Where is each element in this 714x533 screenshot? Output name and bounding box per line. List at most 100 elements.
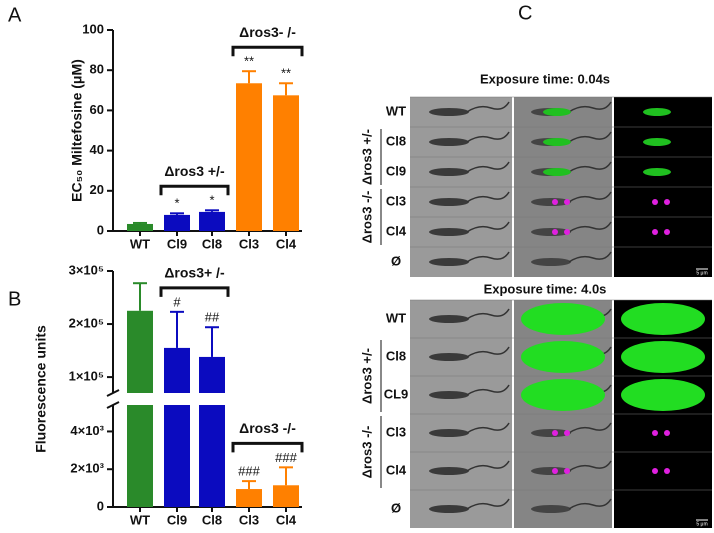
- bracket: [159, 286, 230, 297]
- bracket: [231, 45, 304, 57]
- bar: [199, 405, 225, 507]
- row-label: Ø: [391, 253, 401, 268]
- bar: [164, 347, 190, 393]
- bracket: [159, 184, 230, 196]
- dot: [664, 229, 670, 235]
- bar: [199, 211, 225, 231]
- y-tick-label: 3×10⁵: [69, 262, 104, 277]
- bar: [127, 310, 153, 393]
- x-tick-label: Cl9: [167, 512, 187, 527]
- bar: [273, 485, 299, 507]
- bracket: [231, 441, 304, 453]
- x-tick-label: WT: [130, 512, 150, 527]
- cell: [429, 315, 469, 323]
- glow: [621, 379, 705, 411]
- y-tick-label: 40: [90, 142, 104, 157]
- cell: [429, 198, 469, 206]
- flagellum: [568, 101, 612, 113]
- flagellum: [466, 498, 510, 510]
- bar-label: **: [281, 66, 291, 81]
- dot: [552, 199, 558, 205]
- flagellum: [466, 251, 510, 263]
- bar: [164, 214, 190, 231]
- bar: [127, 223, 153, 231]
- bracket-label: Δros3 -/-: [239, 420, 296, 436]
- cell: [429, 108, 469, 116]
- row-label: Cl4: [386, 223, 407, 238]
- y-tick-label: 20: [90, 182, 104, 197]
- flagellum: [568, 498, 612, 510]
- cell: [429, 353, 469, 361]
- y-axis-label: Fluorescence units: [33, 325, 49, 453]
- dot: [652, 199, 658, 205]
- exposure-title: Exposure time: 4.0s: [484, 281, 607, 296]
- bar: [127, 405, 153, 507]
- cell: [429, 228, 469, 236]
- flagellum: [466, 460, 510, 472]
- bar-label: ###: [238, 464, 260, 479]
- y-tick-label: 4×10³: [70, 423, 104, 438]
- glow: [521, 303, 605, 335]
- cell: [429, 258, 469, 266]
- row-label: CL9: [384, 386, 409, 401]
- glow: [621, 303, 705, 335]
- dot: [552, 468, 558, 474]
- bar: [236, 489, 262, 507]
- bracket-label: Δros3 +/-: [164, 163, 225, 179]
- cell: [531, 228, 571, 236]
- cell: [429, 467, 469, 475]
- row-label: Cl3: [386, 193, 406, 208]
- row-label: WT: [386, 310, 406, 325]
- dot: [664, 468, 670, 474]
- exposure-title: Exposure time: 0.04s: [480, 71, 610, 86]
- dot: [552, 430, 558, 436]
- cell: [429, 505, 469, 513]
- panel-letter: A: [8, 4, 22, 26]
- glow: [643, 108, 671, 116]
- bar-label: #: [173, 294, 181, 309]
- dot: [564, 468, 570, 474]
- group-label: Δros3 -/-: [359, 191, 374, 244]
- flagellum: [568, 191, 612, 203]
- axis-break: [106, 401, 120, 409]
- panel-letter: B: [8, 288, 21, 310]
- flagellum: [568, 251, 612, 263]
- y-axis-label: EC₅₀ Miltefosine (μM): [69, 59, 85, 202]
- scale-bar-label: 5 μm: [696, 521, 707, 527]
- glow: [521, 341, 605, 373]
- flagellum: [466, 131, 510, 143]
- dot: [652, 468, 658, 474]
- cell: [531, 467, 571, 475]
- y-tick-label: 2×10³: [70, 461, 104, 476]
- axis-break: [106, 389, 120, 397]
- flagellum: [466, 101, 510, 113]
- glow: [643, 138, 671, 146]
- x-tick-label: Cl9: [167, 236, 187, 251]
- bar: [199, 356, 225, 393]
- x-tick-label: Cl3: [239, 236, 259, 251]
- row-label: WT: [386, 103, 406, 118]
- flagellum: [466, 422, 510, 434]
- x-tick-label: WT: [130, 236, 150, 251]
- flagellum: [466, 191, 510, 203]
- x-tick-label: Cl8: [202, 512, 222, 527]
- row-label: Cl3: [386, 424, 406, 439]
- flagellum: [568, 221, 612, 233]
- panel-letter: C: [518, 2, 532, 24]
- cell: [429, 138, 469, 146]
- cell: [531, 198, 571, 206]
- y-tick-label: 80: [90, 62, 104, 77]
- cell: [429, 429, 469, 437]
- cell: [429, 168, 469, 176]
- dot: [564, 229, 570, 235]
- glow: [543, 108, 571, 116]
- y-tick-label: 2×10⁵: [69, 315, 104, 330]
- dot: [664, 199, 670, 205]
- flagellum: [466, 346, 510, 358]
- cell: [531, 505, 571, 513]
- flagellum: [568, 161, 612, 173]
- glow: [643, 168, 671, 176]
- bar-label: **: [244, 54, 254, 69]
- row-label: Ø: [391, 500, 401, 515]
- cell: [531, 258, 571, 266]
